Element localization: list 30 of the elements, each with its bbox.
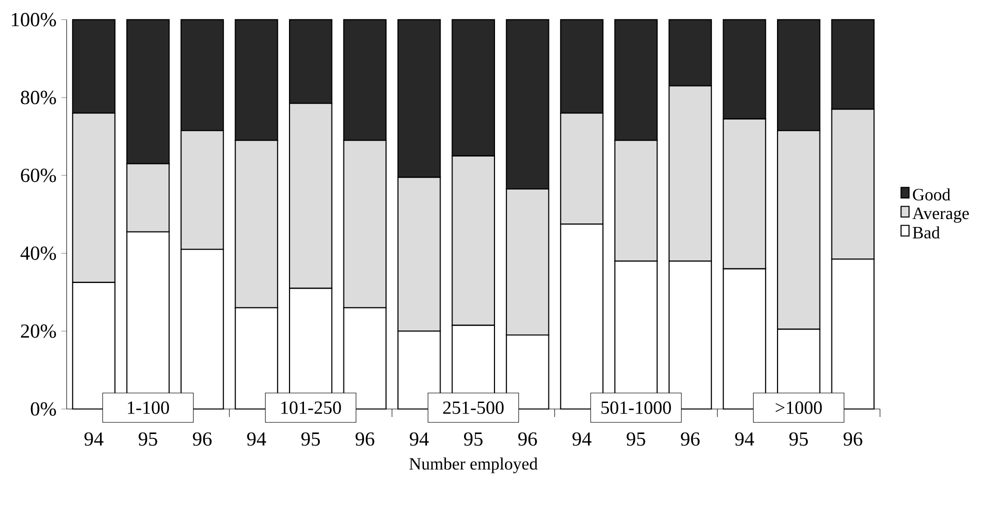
y-tick-label: 40% bbox=[20, 246, 56, 260]
legend-label: Bad bbox=[912, 226, 940, 238]
x-axis-title: Number employed bbox=[409, 458, 538, 474]
y-tick-label: 100% bbox=[12, 12, 56, 26]
x-tick-label: 95 bbox=[301, 432, 320, 446]
y-tick-label: 0% bbox=[30, 402, 56, 416]
legend-label: Good bbox=[912, 188, 950, 200]
x-tick-label: 96 bbox=[844, 432, 862, 446]
x-tick-label: 96 bbox=[518, 432, 537, 446]
x-tick-label: 94 bbox=[247, 432, 266, 446]
annotation: 101-250 bbox=[281, 401, 341, 414]
x-tick-label: 95 bbox=[626, 432, 646, 446]
x-tick-label: 94 bbox=[410, 432, 429, 446]
x-tick-label: 96 bbox=[356, 432, 374, 446]
x-tick-label: 95 bbox=[789, 432, 808, 446]
y-tick-label: 20% bbox=[20, 324, 56, 338]
legend-label: Average bbox=[912, 208, 969, 223]
x-tick-label: 94 bbox=[572, 432, 592, 446]
annotation: 1-100 bbox=[128, 401, 169, 414]
y-tick-label: 80% bbox=[20, 90, 56, 104]
annotation: 251-500 bbox=[443, 401, 504, 414]
x-tick-label: 95 bbox=[138, 432, 158, 446]
x-tick-label: 94 bbox=[735, 432, 754, 446]
annotation: >1000 bbox=[776, 401, 822, 414]
x-tick-label: 94 bbox=[84, 432, 104, 446]
x-tick-label: 95 bbox=[464, 432, 483, 446]
y-tick-label: 60% bbox=[20, 168, 56, 182]
x-tick-label: 96 bbox=[192, 432, 212, 446]
x-tick-label: 96 bbox=[680, 432, 700, 446]
annotation: 501-1000 bbox=[601, 401, 671, 414]
